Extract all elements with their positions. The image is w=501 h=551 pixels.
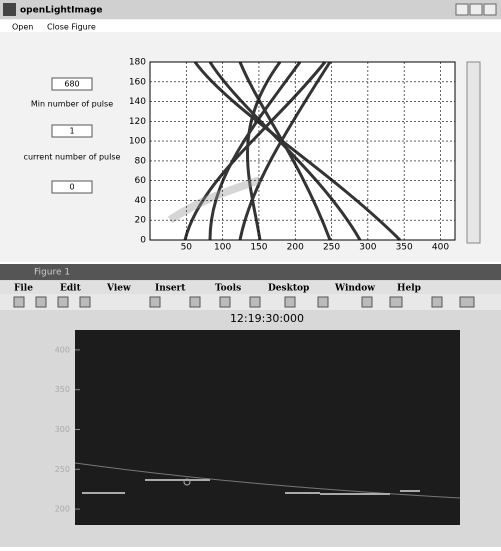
y-tick-label: 20 (135, 216, 147, 226)
menu-item[interactable]: Insert (155, 284, 186, 294)
x-tick-label: 200 (287, 243, 304, 253)
minimize-button[interactable] (456, 4, 468, 15)
menu-item[interactable]: Close Figure (47, 23, 96, 32)
y-tick-label: 40 (135, 196, 147, 206)
app-icon (3, 3, 16, 16)
field-value: 0 (69, 183, 74, 192)
window-title: Figure 1 (34, 268, 70, 278)
y-tick-label: 160 (129, 77, 146, 87)
x-tick-label: 400 (432, 243, 449, 253)
title-bar (0, 264, 501, 280)
y-tick-label: 250 (55, 465, 70, 474)
scrollbar[interactable] (467, 62, 480, 243)
menu-item[interactable]: Window (334, 284, 375, 294)
plot-area (75, 330, 460, 525)
menu-item[interactable]: Edit (60, 284, 82, 294)
field-value: 1 (69, 127, 74, 136)
x-tick-label: 300 (359, 243, 376, 253)
x-tick-label: 100 (214, 243, 231, 253)
close-button[interactable] (484, 4, 496, 15)
y-tick-label: 80 (135, 156, 147, 166)
screen: openLightImage Open Close Figure 680 Min… (0, 0, 501, 547)
field-label: Min number of pulse (31, 100, 113, 109)
field-value: 680 (64, 80, 79, 89)
menu-item[interactable]: Tools (215, 284, 241, 294)
menu-item[interactable]: Open (12, 23, 33, 32)
menu-item[interactable]: Help (397, 284, 421, 294)
x-tick-label: 250 (323, 243, 340, 253)
y-tick-label: 400 (55, 345, 70, 354)
maximize-button[interactable] (470, 4, 482, 15)
field-label: current number of pulse (24, 153, 121, 162)
y-tick-label: 140 (129, 97, 146, 107)
y-tick-label: 60 (135, 176, 147, 186)
menu-item[interactable]: Desktop (268, 284, 309, 294)
y-tick-label: 350 (55, 385, 70, 394)
x-tick-label: 50 (181, 243, 193, 253)
x-tick-label: 150 (250, 243, 267, 253)
menu-item[interactable]: File (14, 284, 33, 294)
y-tick-label: 100 (129, 137, 146, 147)
x-tick-label: 350 (396, 243, 413, 253)
window-title: openLightImage (20, 6, 102, 16)
plot-title: 12:19:30:000 (230, 312, 304, 325)
menu-item[interactable]: View (106, 284, 131, 294)
y-tick-label: 0 (140, 236, 146, 246)
y-tick-label: 180 (129, 58, 146, 68)
y-tick-label: 120 (129, 117, 146, 127)
y-tick-label: 300 (55, 425, 70, 434)
y-tick-label: 200 (55, 505, 70, 514)
